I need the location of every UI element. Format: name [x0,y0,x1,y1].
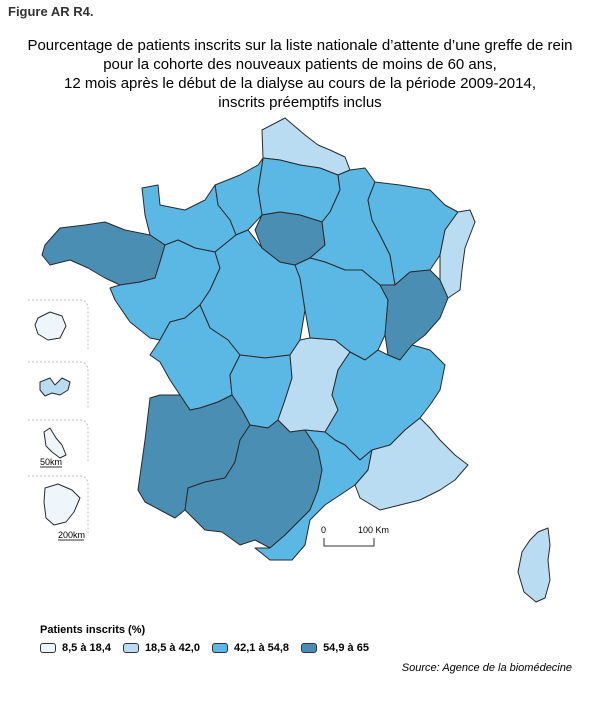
inset-frame [28,299,89,350]
inset-scale-small-label: 50km [40,457,62,467]
region-franche-comte [379,269,449,361]
inset-la-reunion [34,311,67,341]
scale-bar [323,538,375,547]
title-line: 12 mois après le début de la dialyse au … [64,75,536,92]
legend: 8,5 à 18,4 18,5 à 42,0 42,1 à 54,8 54,9 … [40,642,381,654]
legend-label: 18,5 à 42,0 [144,642,200,654]
figure-label: Figure AR R4. [8,4,94,19]
legend-item: 42,1 à 54,8 [212,642,289,654]
legend-item: 54,9 à 65 [301,642,369,654]
inset-frame [28,419,89,462]
title-line: pour la cohorte des nouveaux patients de… [103,56,497,73]
region-corse [517,527,551,603]
region-paca [354,417,469,511]
legend-title: Patients inscrits (%) [40,624,146,636]
source-note: Source: Agence de la biomédecine [401,662,572,674]
region-languedoc-roussillon [254,429,373,561]
legend-item: 8,5 à 18,4 [40,642,111,654]
title-line: inscrits préemptifs inclus [218,94,382,111]
scale-bar-start: 0 [321,525,326,535]
inset-scale-large-label: 200km [58,530,85,540]
legend-swatch [40,643,56,653]
map-title: Pourcentage de patients inscrits sur la … [0,36,600,112]
legend-swatch [212,643,228,653]
legend-swatch [301,643,318,653]
region-bretagne [41,221,166,286]
title-line: Pourcentage de patients inscrits sur la … [27,37,573,54]
inset-guadeloupe [39,377,71,397]
legend-label: 42,1 à 54,8 [234,642,290,654]
inset-frame [28,361,89,408]
legend-label: 54,9 à 65 [323,642,369,654]
inset-martinique [43,427,67,459]
legend-label: 8,5 à 18,4 [62,642,111,654]
scale-bar-end: 100 Km [358,525,389,535]
legend-swatch [122,643,139,653]
region-bourgogne [294,257,389,361]
inset-frame [28,475,89,536]
legend-item: 18,5 à 42,0 [122,642,200,654]
inset-guyane [43,483,81,526]
region-alsace [439,209,476,299]
